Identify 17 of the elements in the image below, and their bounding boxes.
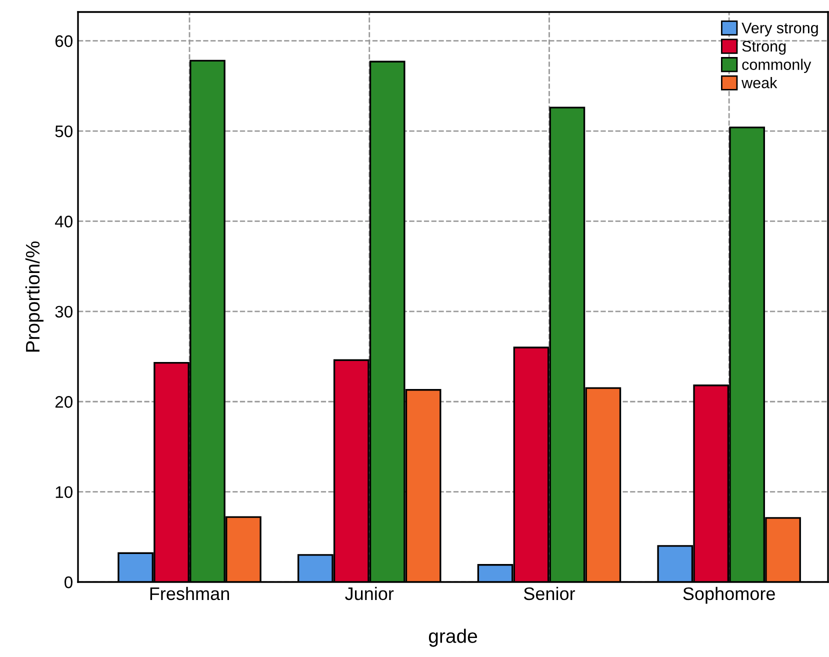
legend-label: commonly [742, 58, 812, 73]
legend-label: weak [742, 77, 778, 88]
x-tick-label: Senior [524, 586, 576, 600]
y-tick-label: 30 [55, 306, 72, 318]
y-tick-label: 60 [55, 35, 72, 48]
y-tick-label: 0 [64, 576, 72, 588]
x-tick-label: Sophomore [683, 586, 775, 604]
legend-label: Very strong [742, 22, 818, 36]
y-tick-label: 10 [56, 486, 72, 498]
x-tick-label: Junior [345, 586, 394, 600]
y-axis-title: Proportion/% [25, 241, 44, 352]
x-tick-label: Freshman [150, 586, 229, 600]
y-tick-label: 20 [55, 396, 72, 408]
y-tick-label: 50 [55, 125, 72, 138]
x-axis-title: grade [428, 628, 478, 647]
legend-label: Strong [742, 40, 786, 55]
y-tick-label: 40 [54, 216, 72, 228]
